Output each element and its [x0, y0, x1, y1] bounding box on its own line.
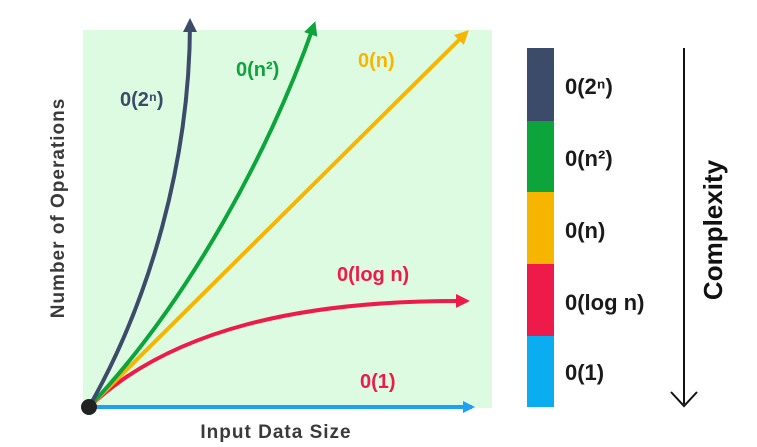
curve-logarithmic: [87, 293, 470, 409]
legend-swatch-exponential: [527, 48, 554, 121]
origin-point: [81, 399, 97, 415]
legend-swatch-linear: [527, 192, 554, 264]
x-axis-label: Input Data Size: [200, 422, 351, 443]
legend-swatch-quadratic: [527, 121, 554, 192]
legend-label-quadratic: 0(n²): [565, 146, 613, 171]
legend-label-logarithmic: 0(log n): [565, 290, 644, 315]
label-linear: 0(n): [358, 50, 395, 72]
complexity-arrowhead-icon: [670, 391, 698, 408]
label-constant: 0(1): [360, 371, 396, 393]
legend-bar: [527, 48, 554, 407]
y-axis-label: Number of Operations: [48, 98, 69, 319]
curve-linear: [87, 30, 469, 409]
legend-swatch-constant: [527, 336, 554, 407]
label-quadratic: 0(n²): [236, 59, 279, 81]
curve-exponential: [87, 18, 197, 408]
label-exponential: 0(2ⁿ): [120, 89, 164, 111]
curve-quadratic: [87, 21, 318, 409]
legend-swatch-logarithmic: [527, 264, 554, 336]
legend-label-constant: 0(1): [565, 360, 604, 385]
legend-label-linear: 0(n): [565, 218, 605, 243]
complexity-label: Complexity: [698, 159, 728, 300]
label-logarithmic: 0(log n): [337, 264, 409, 286]
legend-label-exponential: 0(2ⁿ): [565, 74, 613, 99]
